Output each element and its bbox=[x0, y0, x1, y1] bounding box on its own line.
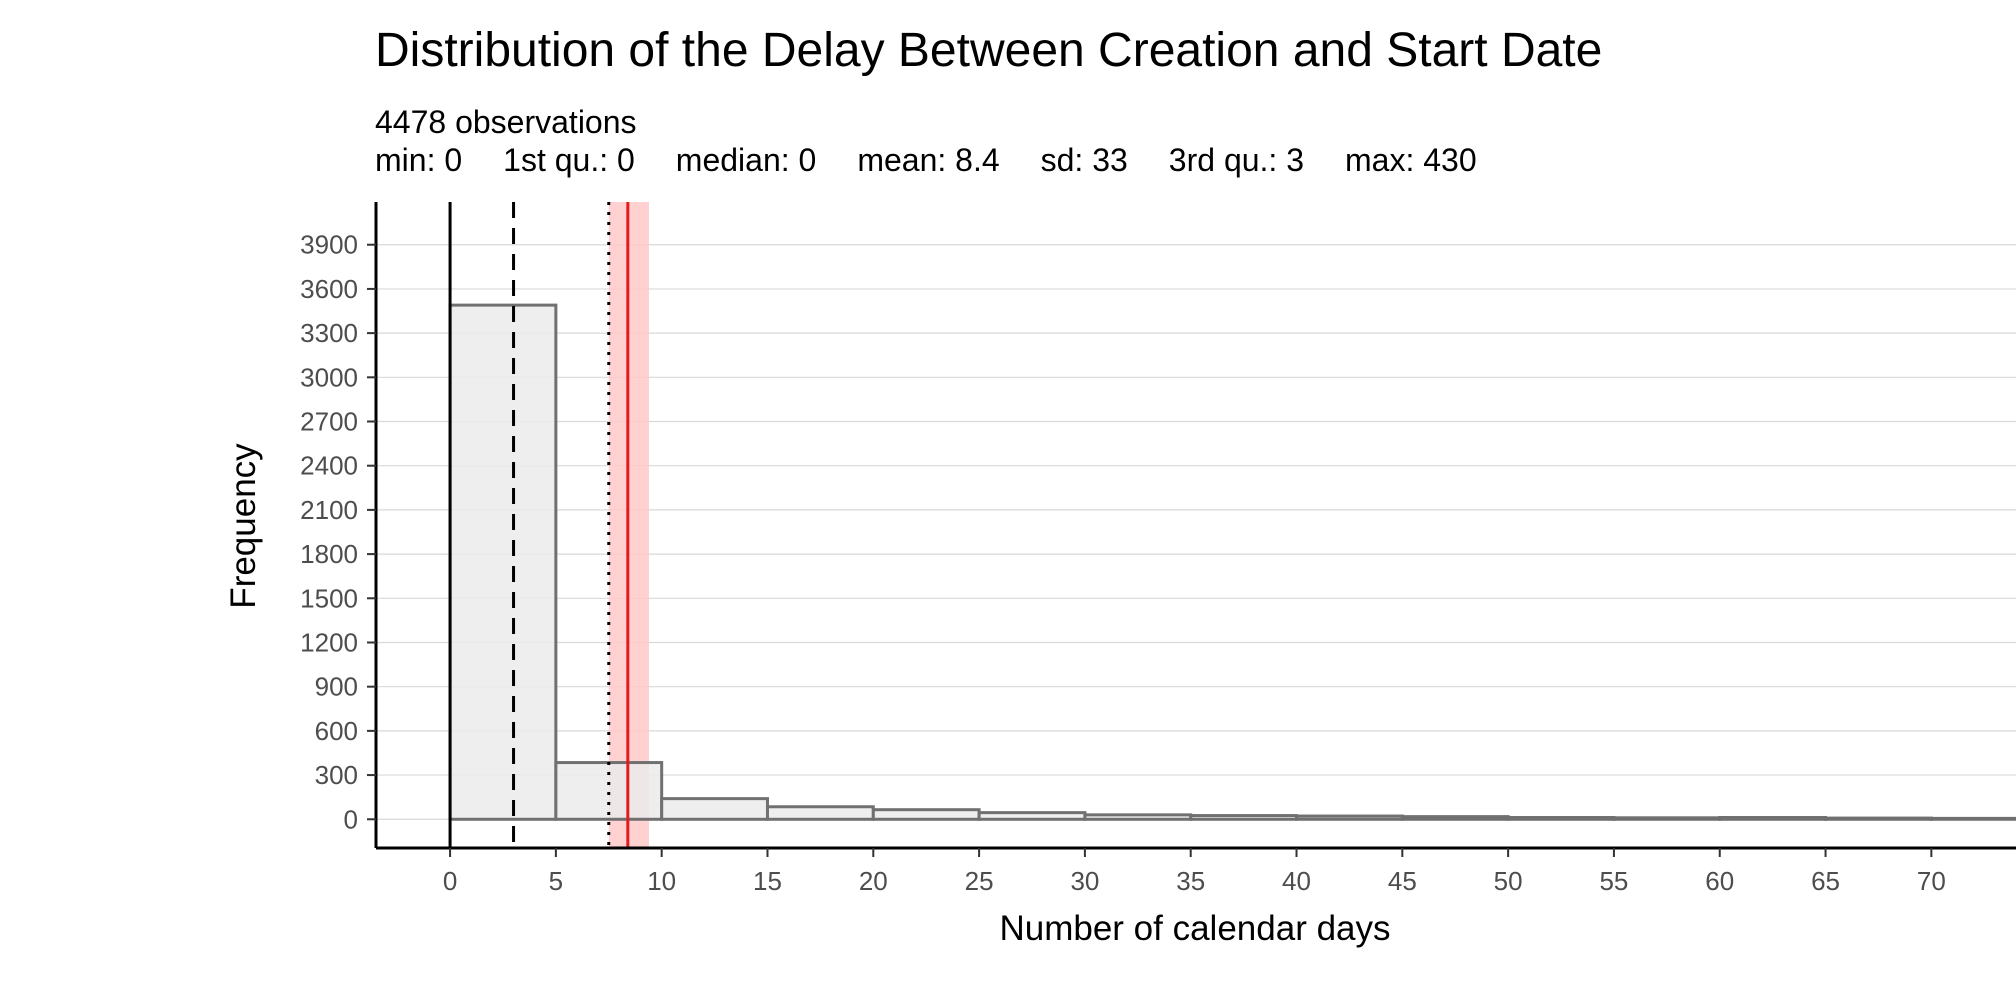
y-tick-label: 3000 bbox=[300, 362, 358, 392]
y-tick-label: 2100 bbox=[300, 495, 358, 525]
histogram-bar bbox=[448, 303, 558, 821]
x-tick-label: 45 bbox=[1388, 866, 1417, 896]
stat-third-quartile: 3rd qu.: 3 bbox=[1168, 142, 1304, 178]
y-tick-label: 2700 bbox=[300, 407, 358, 437]
y-tick-label: 3300 bbox=[300, 318, 358, 348]
histogram-bar bbox=[1929, 816, 2016, 821]
y-tick-label: 900 bbox=[315, 672, 358, 702]
x-tick-label: 40 bbox=[1282, 866, 1311, 896]
y-tick-label: 1200 bbox=[300, 627, 358, 657]
histogram-bar bbox=[1400, 815, 1510, 821]
histogram-bar bbox=[765, 805, 875, 821]
reference-lines bbox=[448, 202, 630, 848]
histogram-bars bbox=[448, 303, 2016, 821]
histogram-bar bbox=[554, 761, 664, 821]
histogram-bar bbox=[1295, 814, 1404, 821]
x-tick-label: 65 bbox=[1811, 866, 1840, 896]
x-axis-title: Number of calendar days bbox=[999, 909, 1390, 948]
axes bbox=[374, 202, 2016, 850]
histogram-bar bbox=[1612, 816, 1722, 821]
y-tick-label: 2400 bbox=[300, 451, 358, 481]
y-tick-label: 600 bbox=[315, 716, 358, 746]
y-tick-label: 300 bbox=[315, 760, 358, 790]
x-tick-label: 55 bbox=[1599, 866, 1628, 896]
x-tick-label: 20 bbox=[859, 866, 888, 896]
histogram-bar bbox=[1083, 813, 1193, 821]
x-tick-label: 50 bbox=[1494, 866, 1523, 896]
y-tick-label: 1800 bbox=[300, 539, 358, 569]
y-tick-label: 3900 bbox=[300, 230, 358, 260]
x-tick-label: 30 bbox=[1070, 866, 1099, 896]
chart-subtitle-observations: 4478 observations bbox=[375, 104, 637, 140]
histogram-bar bbox=[977, 811, 1087, 821]
x-tick-label: 70 bbox=[1917, 866, 1946, 896]
stat-min: min: 0 bbox=[375, 142, 463, 178]
chart-subtitle-stats: min: 0 1st qu.: 0 median: 0 mean: 8.4 sd: 33… bbox=[375, 141, 1518, 179]
stat-median: median: 0 bbox=[675, 142, 817, 178]
chart-title: Distribution of the Delay Between Creati… bbox=[375, 24, 1603, 77]
x-axis-ticks: 0 5 10 15 20 25 30 35 40 45 50 55 60 65 70 bbox=[443, 848, 1946, 896]
stat-mean: mean: 8.4 bbox=[857, 142, 1000, 178]
x-tick-label: 10 bbox=[647, 866, 676, 896]
x-tick-label: 25 bbox=[965, 866, 994, 896]
stat-max: max: 430 bbox=[1345, 142, 1477, 178]
histogram-bar bbox=[1189, 814, 1299, 821]
stat-sd: sd: 33 bbox=[1040, 142, 1128, 178]
histogram-bar bbox=[660, 797, 769, 821]
x-tick-label: 0 bbox=[443, 866, 457, 896]
y-axis-ticks: 0 300 600 900 1200 1500 1800 2100 2400 2700 3000 33… bbox=[300, 230, 376, 834]
histogram-bar bbox=[1824, 816, 1933, 821]
x-tick-label: 60 bbox=[1705, 866, 1734, 896]
histogram-bar bbox=[1718, 816, 1828, 821]
gridlines bbox=[376, 244, 2016, 820]
stat-first-quartile: 1st qu.: 0 bbox=[503, 142, 635, 178]
x-tick-label: 5 bbox=[549, 866, 563, 896]
y-tick-label: 3600 bbox=[300, 274, 358, 304]
histogram-bar bbox=[1506, 816, 1616, 821]
x-tick-label: 35 bbox=[1176, 866, 1205, 896]
histogram-bar bbox=[871, 808, 981, 821]
y-tick-label: 0 bbox=[344, 804, 358, 834]
y-axis-title: Frequency bbox=[224, 443, 263, 609]
y-tick-label: 1500 bbox=[300, 583, 358, 613]
x-tick-label: 15 bbox=[753, 866, 782, 896]
